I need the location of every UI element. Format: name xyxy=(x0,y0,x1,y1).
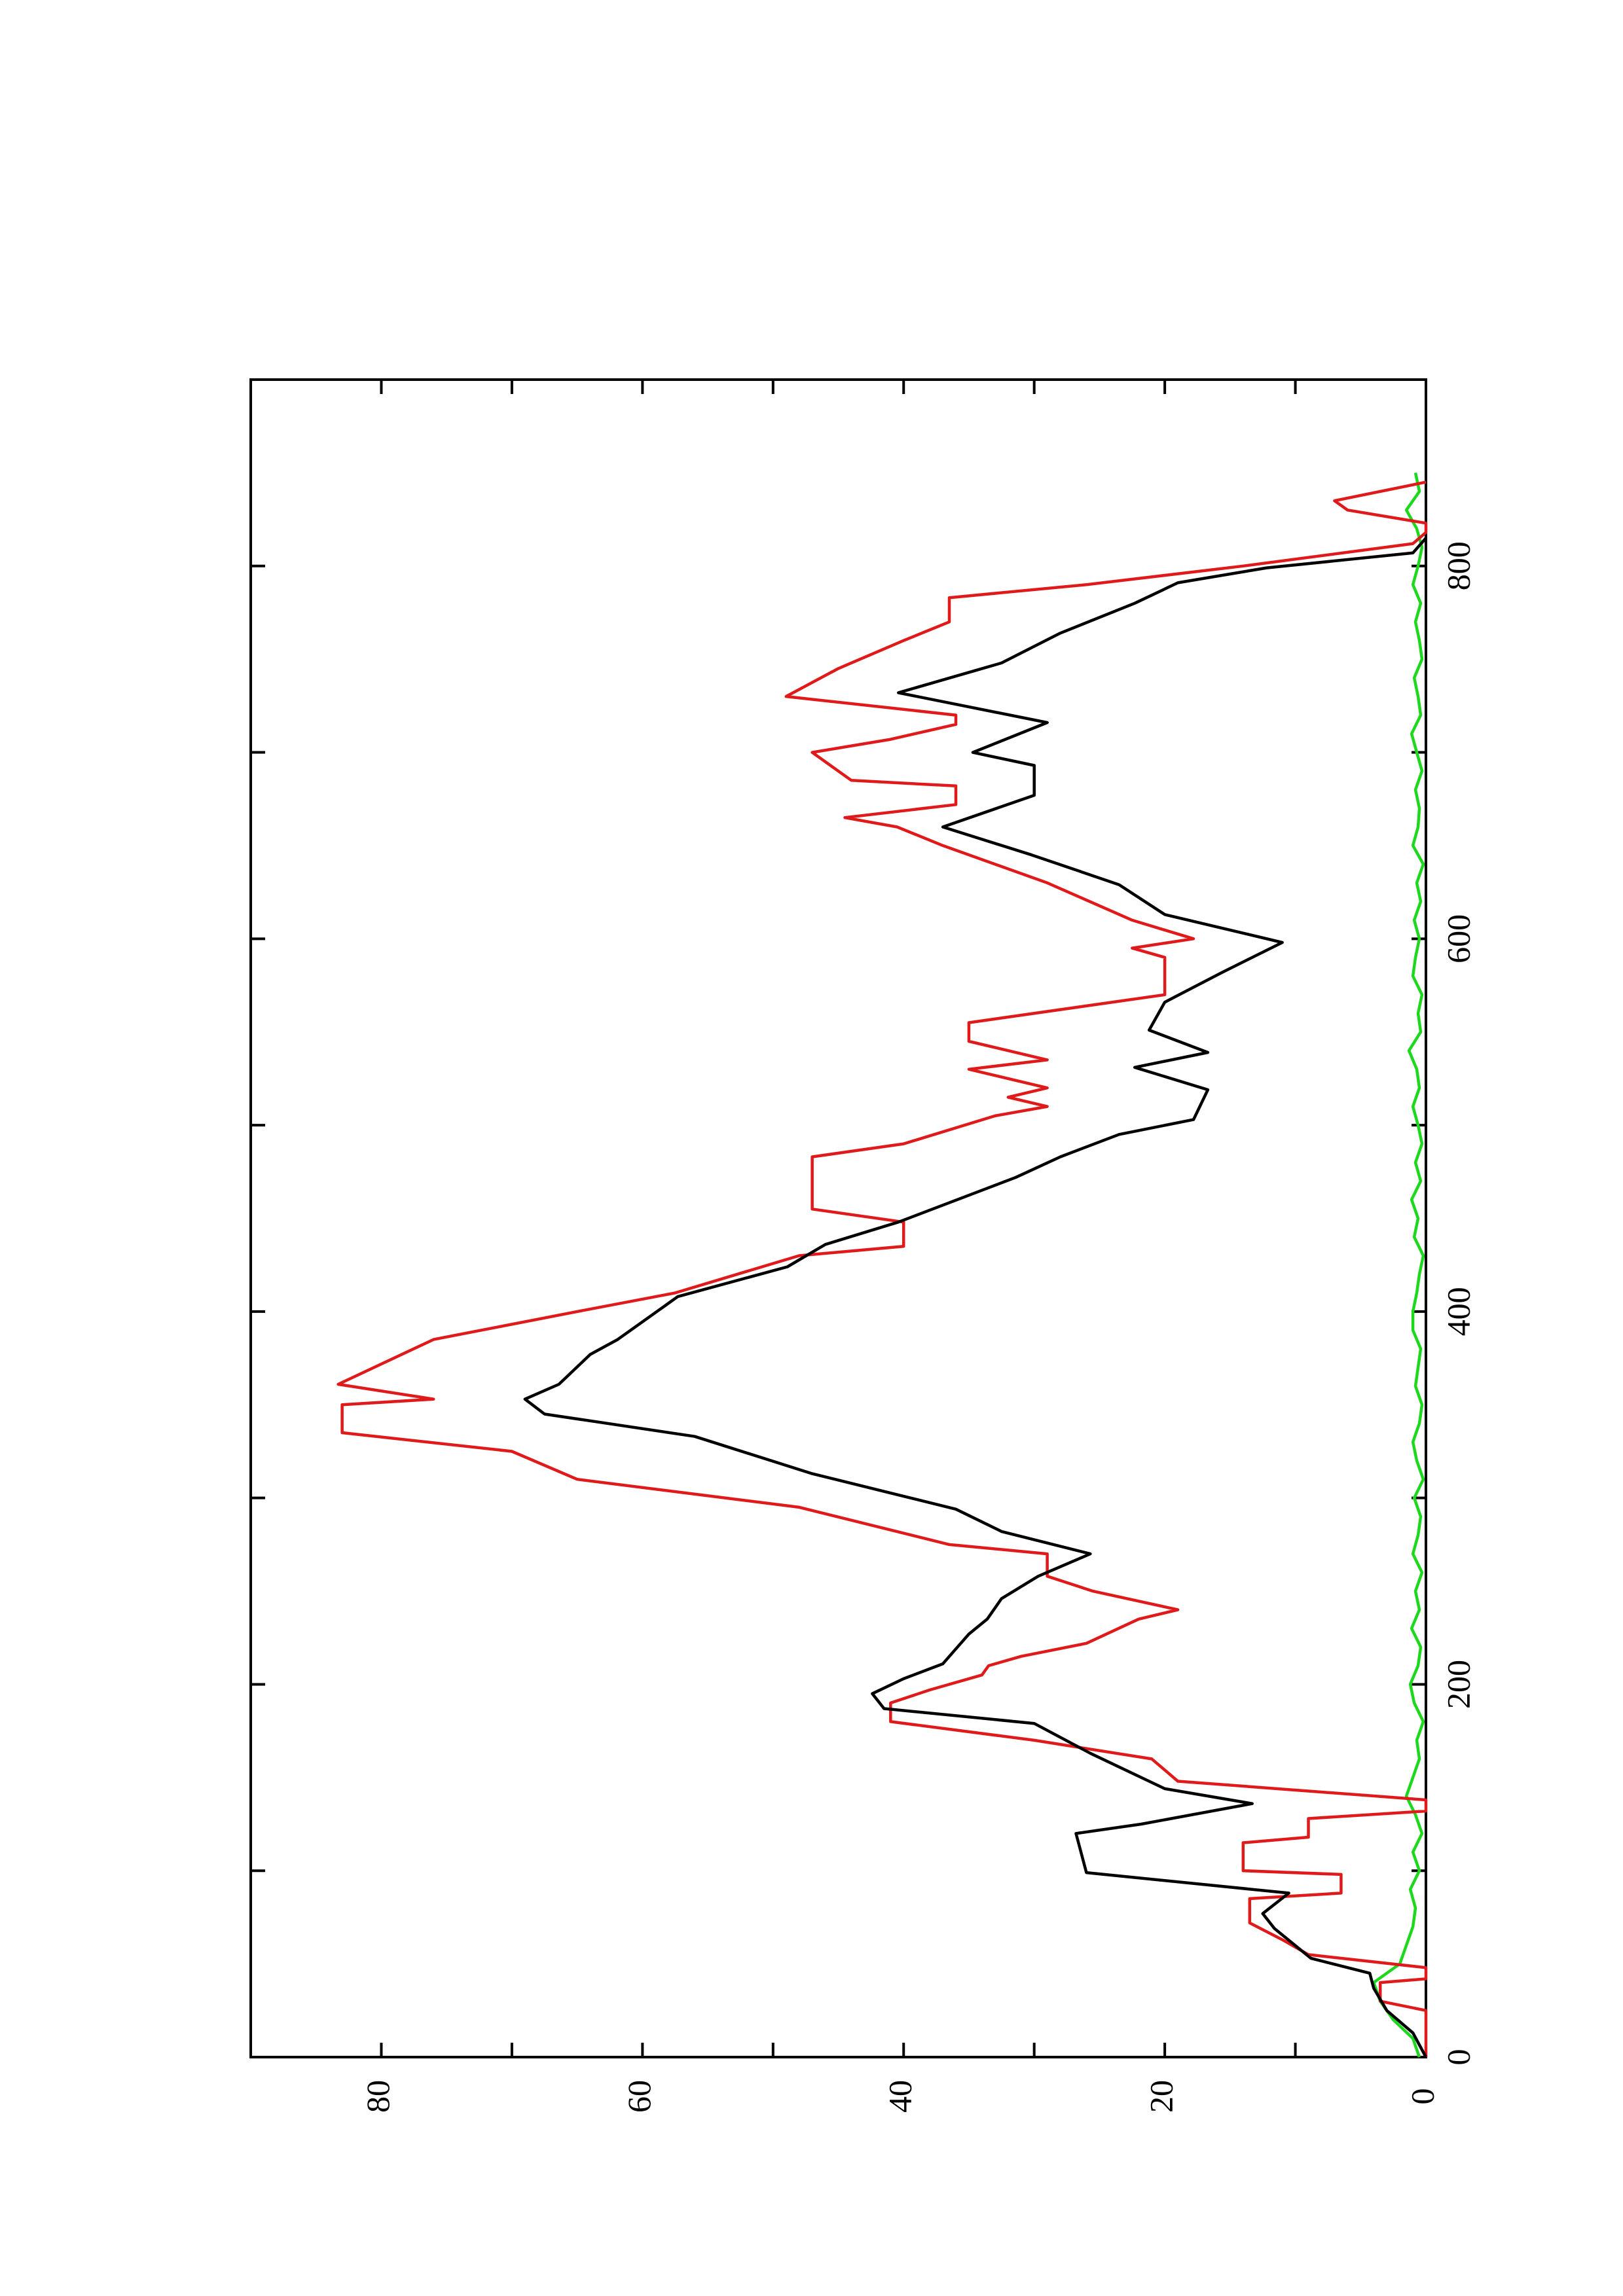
x-tick-label: 800 xyxy=(1440,541,1476,590)
x-tick-label: 600 xyxy=(1440,914,1476,963)
series-line xyxy=(337,480,1428,2057)
series-line xyxy=(1372,472,1425,2058)
x-tick-label: 0 xyxy=(1440,2049,1476,2066)
x-tick-label: 200 xyxy=(1440,1660,1476,1709)
x-tick-label: 400 xyxy=(1440,1287,1476,1336)
y-tick-label: 0 xyxy=(1404,2089,1440,2105)
y-tick-label: 80 xyxy=(359,2080,396,2113)
series-line xyxy=(523,537,1427,2058)
y-tick-label: 60 xyxy=(621,2080,657,2113)
plot-frame xyxy=(249,378,1427,2058)
y-tick-label: 40 xyxy=(882,2080,919,2113)
y-tick-label: 20 xyxy=(1143,2080,1180,2113)
